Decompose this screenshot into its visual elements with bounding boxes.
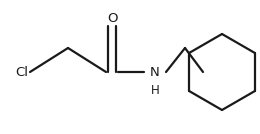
Text: Cl: Cl [15, 66, 28, 79]
Text: O: O [107, 12, 117, 25]
Text: H: H [151, 84, 159, 97]
Text: N: N [150, 66, 160, 79]
